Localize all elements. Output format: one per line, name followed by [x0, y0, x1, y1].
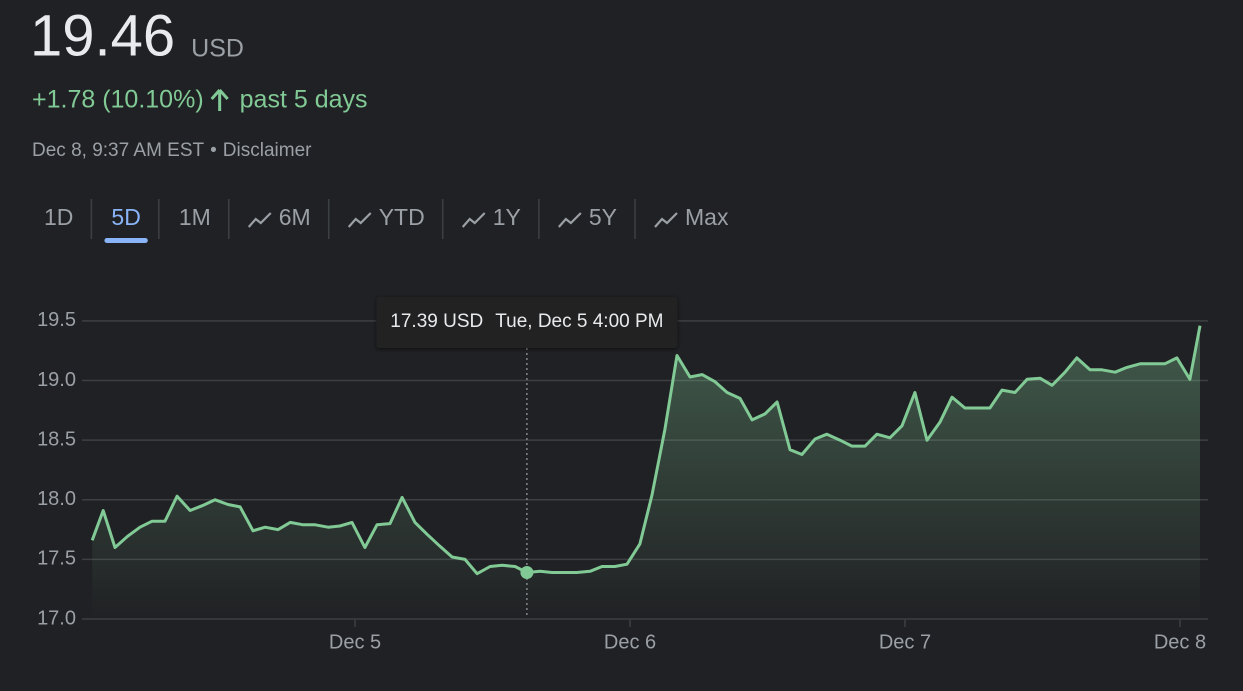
trend-icon	[461, 212, 486, 228]
tooltip-box	[376, 297, 678, 348]
ui: 19.46 USD +1.78 (10.10%) past 5 days Dec 8, …	[30, 3, 1206, 653]
range-tab[interactable]: 5D	[111, 204, 140, 230]
range-tab[interactable]: YTD	[379, 204, 425, 230]
range-tab[interactable]: 1M	[179, 204, 211, 230]
hover-point	[520, 566, 534, 579]
active-tab-indicator	[104, 238, 148, 243]
price: 19.46	[30, 3, 175, 68]
x-tick-label: Dec 7	[879, 631, 931, 653]
currency: USD	[191, 35, 244, 63]
disclaimer-link[interactable]: Disclaimer	[223, 140, 312, 161]
trend-icon	[654, 212, 678, 228]
plot	[90, 325, 1202, 619]
trend-icon	[347, 212, 372, 228]
price-change: +1.78 (10.10%)	[32, 86, 204, 114]
y-tick-label: 18.5	[37, 428, 76, 450]
x-tick-label: Dec 6	[604, 631, 656, 653]
x-tick-label: Dec 5	[329, 631, 381, 653]
timestamp: Dec 8, 9:37 AM EST	[32, 140, 205, 161]
trend-icon	[247, 212, 272, 228]
range-tab[interactable]: 6M	[279, 204, 311, 230]
area-fill	[92, 325, 1201, 619]
y-tick-label: 17.0	[37, 607, 76, 629]
y-tick-label: 19.0	[37, 369, 76, 391]
price-line	[90, 325, 1202, 576]
change-period: past 5 days	[240, 86, 368, 114]
y-tick-label: 17.5	[37, 548, 76, 570]
range-tab[interactable]: 1Y	[493, 204, 521, 230]
x-tick-label: Dec 8	[1154, 631, 1206, 653]
tooltip-value: 17.39 USD	[390, 311, 483, 332]
up-arrow-icon	[210, 89, 229, 111]
trend-icon	[558, 212, 582, 228]
tooltip-date: Tue, Dec 5 4:00 PM	[495, 311, 663, 332]
range-tab[interactable]: Max	[685, 204, 729, 230]
range-tab[interactable]: 5Y	[589, 204, 617, 230]
range-tab[interactable]: 1D	[44, 204, 73, 230]
y-tick-label: 18.0	[37, 488, 76, 510]
y-tick-label: 19.5	[37, 309, 76, 331]
separator: •	[210, 140, 217, 161]
